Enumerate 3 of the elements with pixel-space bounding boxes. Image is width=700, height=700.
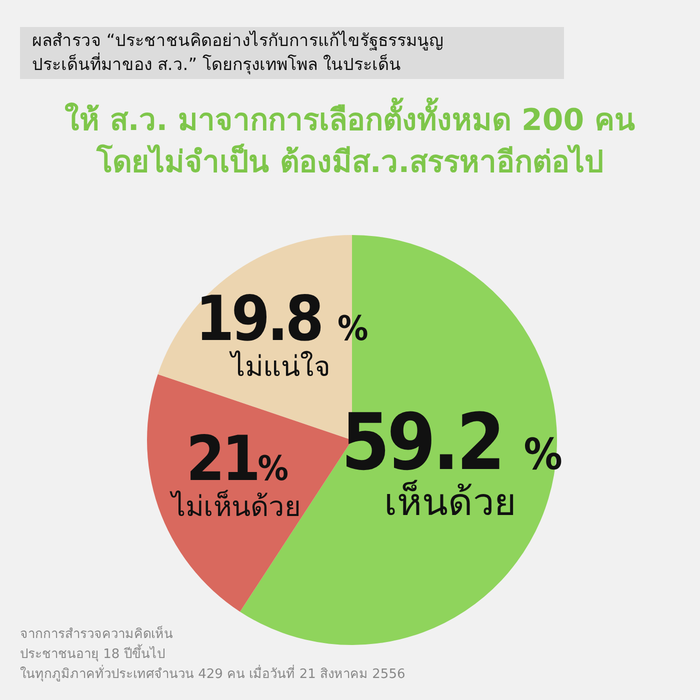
chart-subtitle: ให้ ส.ว. มาจากการเลือกตั้งทั้งหมด 200 คน โดยไม่จำเป็น ต้องมีส.ว.สรรหาอีกต่อไป (63, 100, 637, 182)
chart-title: ผลสำรวจ “ประชาชนคิดอย่างไรกับการแก้ไขรัฐธรรมนูญ ประเด็นที่มาของ ส.ว.” โดยกรุงเทพโพล ในประเด็น (20, 27, 564, 79)
text: จากการสำรวจความคิดเห็น ประชาชนอายุ 18 ปีขึ้นไป ในทุกภูมิภาคทั่วประเทศจำนวน 429 คน เมื่อวันที่ 21 สิงหาคม 2556 (20, 625, 406, 684)
